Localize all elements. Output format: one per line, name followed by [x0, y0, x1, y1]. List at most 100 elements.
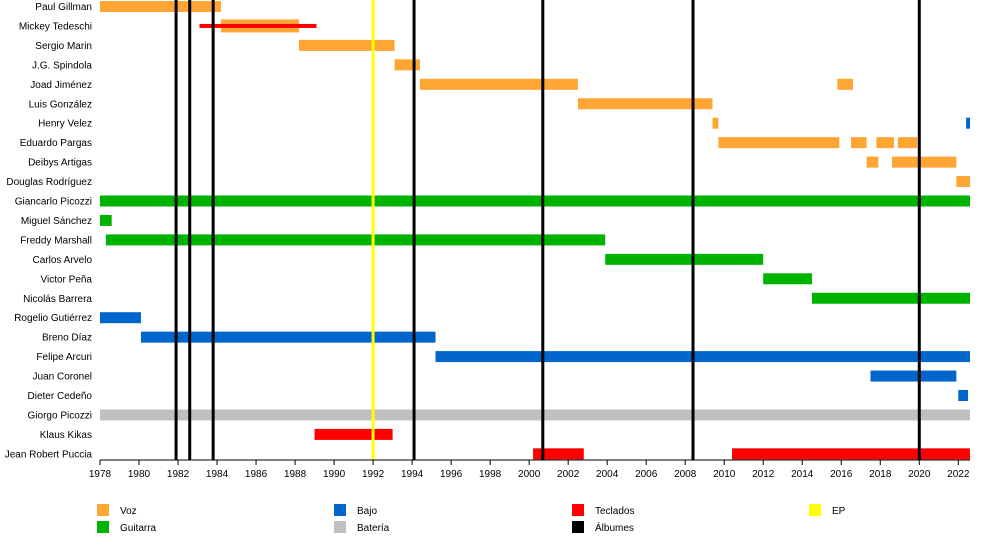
member-bars — [100, 1, 970, 460]
x-tick-label: 1988 — [284, 469, 307, 480]
bar-voz-row-8 — [866, 156, 879, 168]
bar-guitarra-row-12 — [105, 234, 606, 246]
member-label: Miguel Sánchez — [21, 216, 92, 227]
legend-swatch-bateria — [334, 521, 346, 533]
bar-bajo-row-19 — [870, 370, 957, 382]
member-label: Rogelio Gutiérrez — [14, 313, 92, 324]
legend-swatch-albumes — [572, 521, 584, 533]
member-label: Klaus Kikas — [40, 430, 92, 441]
bar-guitarra-row-11 — [100, 214, 112, 226]
member-label: J.G. Spindola — [32, 60, 92, 71]
member-label: Felipe Arcuri — [36, 352, 92, 363]
bar-voz-row-7 — [851, 137, 867, 149]
legend-label-guitarra: Guitarra — [120, 523, 157, 534]
bar-bajo-row-6 — [966, 117, 970, 129]
member-label: Paul Gillman — [35, 2, 92, 13]
x-tick-label: 2014 — [791, 469, 814, 480]
x-tick-label: 1978 — [89, 469, 112, 480]
bar-voz-row-6 — [712, 117, 719, 129]
legend-swatch-ep — [809, 504, 821, 516]
member-label: Carlos Arvelo — [33, 255, 93, 266]
x-tick-label: 2020 — [908, 469, 931, 480]
bar-bajo-row-17 — [140, 331, 436, 343]
bar-voz-row-8 — [891, 156, 957, 168]
member-label: Deibys Artigas — [28, 158, 92, 169]
member-label: Mickey Tedeschi — [19, 21, 92, 32]
x-tick-label: 1992 — [362, 469, 385, 480]
bar-bajo-row-20 — [958, 390, 969, 401]
legend-item-bateria: Batería — [334, 521, 390, 534]
x-tick-label: 1996 — [440, 469, 463, 480]
member-label: Sergio Marin — [35, 41, 92, 52]
legend-swatch-bajo — [334, 504, 346, 516]
member-label: Luis González — [29, 99, 92, 110]
member-label: Douglas Rodríguez — [6, 177, 92, 188]
x-tick-label: 2008 — [674, 469, 697, 480]
x-tick-label: 1984 — [206, 469, 229, 480]
x-tick-label: 2012 — [752, 469, 775, 480]
x-axis: 1978 1980 1982 1984 1986 1988 1990 1992 1994 1996… — [89, 459, 970, 480]
bar-voz-row-9 — [956, 176, 970, 188]
legend-label-ep: EP — [832, 506, 846, 517]
bar-teclados-row-22 — [314, 428, 393, 440]
legend-item-guitarra: Guitarra — [97, 521, 157, 534]
x-tick-label: 1990 — [323, 469, 346, 480]
bar-teclados-row-1 — [199, 23, 317, 28]
x-tick-label: 1982 — [167, 469, 190, 480]
x-tick-label: 2006 — [635, 469, 658, 480]
legend: Voz Guitarra Bajo Batería Teclados Álbumes EP — [97, 504, 846, 534]
member-label: Jean Robert Puccia — [5, 449, 93, 460]
legend-label-voz: Voz — [120, 506, 137, 517]
member-label: Breno Díaz — [42, 333, 92, 344]
bar-voz-row-3 — [394, 59, 420, 71]
member-label: Nicolás Barrera — [23, 294, 92, 305]
legend-swatch-teclados — [572, 504, 584, 516]
bar-voz-row-7 — [718, 137, 840, 149]
bar-teclados-row-23 — [732, 448, 970, 460]
member-label: Joad Jiménez — [30, 80, 92, 91]
bar-guitarra-row-10 — [100, 195, 970, 207]
member-label: Giancarlo Picozzi — [15, 197, 92, 208]
legend-swatch-guitarra — [97, 521, 109, 533]
x-tick-label: 2002 — [557, 469, 580, 480]
bar-bajo-row-16 — [100, 312, 141, 324]
bar-voz-row-0 — [100, 1, 221, 12]
legend-item-bajo: Bajo — [334, 504, 377, 517]
x-tick-label: 2010 — [713, 469, 736, 480]
x-tick-label: 2000 — [518, 469, 541, 480]
bar-guitarra-row-14 — [763, 273, 812, 285]
legend-label-bajo: Bajo — [357, 506, 377, 517]
legend-item-teclados: Teclados — [572, 504, 634, 517]
x-tick-label: 2004 — [596, 469, 619, 480]
bar-guitarra-row-15 — [811, 292, 970, 304]
x-tick-label: 1994 — [401, 469, 424, 480]
bar-bateria-row-21 — [100, 409, 970, 421]
legend-item-ep: EP — [809, 504, 846, 517]
x-tick-label: 1998 — [479, 469, 502, 480]
member-labels: Paul Gillman Mickey Tedeschi Sergio Marin J… — [5, 2, 93, 460]
release-lines — [174, 0, 921, 460]
member-label: Eduardo Pargas — [20, 138, 92, 149]
member-label: Juan Coronel — [33, 372, 92, 383]
legend-swatch-voz — [97, 504, 109, 516]
bar-teclados-row-23 — [533, 448, 584, 460]
bar-voz-row-2 — [298, 39, 395, 51]
legend-label-albumes: Álbumes — [595, 521, 634, 534]
member-label: Freddy Marshall — [20, 235, 92, 246]
member-label: Victor Peña — [40, 274, 92, 285]
x-tick-label: 2022 — [947, 469, 970, 480]
bar-bajo-row-18 — [435, 351, 970, 363]
bar-voz-row-4 — [837, 78, 853, 90]
bar-guitarra-row-13 — [605, 253, 764, 265]
x-tick-label: 2016 — [830, 469, 853, 480]
x-tick-label: 2018 — [869, 469, 892, 480]
legend-label-bateria: Batería — [357, 523, 390, 534]
legend-item-voz: Voz — [97, 504, 137, 517]
legend-label-teclados: Teclados — [595, 506, 634, 517]
bar-voz-row-7 — [876, 137, 894, 149]
x-tick-label: 1986 — [245, 469, 268, 480]
member-label: Henry Velez — [38, 119, 92, 130]
bar-voz-row-7 — [897, 137, 918, 149]
legend-item-albumes: Álbumes — [572, 521, 634, 534]
